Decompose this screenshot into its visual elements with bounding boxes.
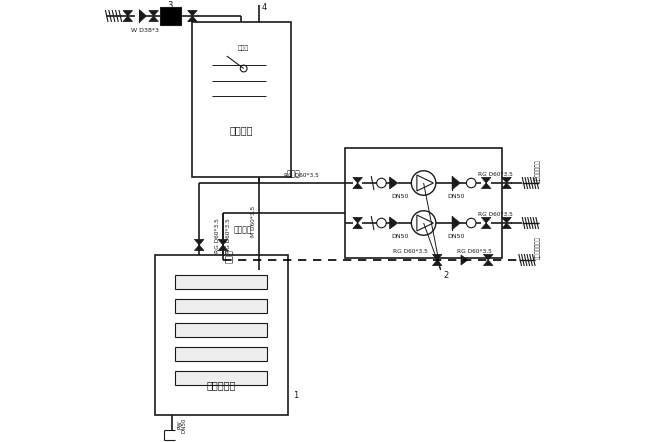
Polygon shape bbox=[482, 217, 491, 223]
Polygon shape bbox=[502, 223, 512, 229]
Text: DN50: DN50 bbox=[448, 194, 465, 199]
Polygon shape bbox=[461, 255, 468, 265]
Polygon shape bbox=[502, 183, 512, 189]
Text: 回水管: 回水管 bbox=[226, 249, 234, 263]
Text: DN50: DN50 bbox=[181, 417, 187, 433]
Polygon shape bbox=[188, 11, 197, 16]
Polygon shape bbox=[123, 11, 133, 16]
Text: RG D60*3.5: RG D60*3.5 bbox=[478, 212, 512, 217]
Text: DN50: DN50 bbox=[391, 194, 408, 199]
Polygon shape bbox=[452, 217, 460, 229]
Text: 出水管: 出水管 bbox=[286, 169, 300, 178]
Polygon shape bbox=[149, 11, 159, 16]
Polygon shape bbox=[218, 240, 227, 245]
Text: 1: 1 bbox=[293, 390, 298, 400]
Bar bbox=[345, 148, 502, 258]
Polygon shape bbox=[389, 217, 398, 229]
Bar bbox=[192, 22, 291, 177]
Polygon shape bbox=[353, 223, 363, 229]
Polygon shape bbox=[482, 177, 491, 183]
Polygon shape bbox=[432, 255, 442, 260]
Polygon shape bbox=[194, 240, 204, 245]
Polygon shape bbox=[502, 177, 512, 183]
Polygon shape bbox=[353, 177, 363, 183]
Polygon shape bbox=[389, 177, 398, 189]
Text: 通大气口: 通大气口 bbox=[234, 225, 252, 235]
Text: 3: 3 bbox=[167, 1, 173, 11]
Text: 4: 4 bbox=[262, 4, 267, 12]
Polygon shape bbox=[194, 245, 204, 251]
Polygon shape bbox=[218, 245, 227, 251]
Polygon shape bbox=[452, 176, 460, 190]
Text: 供热系统供水管: 供热系统供水管 bbox=[535, 236, 541, 259]
Polygon shape bbox=[353, 217, 363, 223]
Polygon shape bbox=[139, 10, 146, 22]
Text: M D60*3.5: M D60*3.5 bbox=[251, 206, 256, 236]
Polygon shape bbox=[482, 183, 491, 189]
Bar bbox=[176, 371, 267, 385]
Polygon shape bbox=[432, 260, 442, 266]
Polygon shape bbox=[188, 16, 197, 22]
Polygon shape bbox=[123, 16, 133, 22]
Text: 2: 2 bbox=[443, 271, 448, 279]
Bar bbox=[176, 347, 267, 361]
Text: 液位阀: 液位阀 bbox=[238, 46, 250, 51]
Text: RG D60*3.5: RG D60*3.5 bbox=[215, 218, 220, 253]
Text: RG D60*3.5: RG D60*3.5 bbox=[478, 172, 512, 177]
Text: 电热水锅炉: 电热水锅炉 bbox=[206, 380, 236, 390]
Bar bbox=[176, 275, 267, 289]
Polygon shape bbox=[484, 255, 493, 260]
Text: DN50: DN50 bbox=[391, 235, 408, 240]
Text: 供热系统供水管: 供热系统供水管 bbox=[535, 160, 541, 183]
Text: PW: PW bbox=[177, 421, 183, 429]
Text: RG D60*3.5: RG D60*3.5 bbox=[285, 173, 319, 178]
Text: DN50: DN50 bbox=[448, 235, 465, 240]
Text: W D38*3: W D38*3 bbox=[131, 27, 159, 33]
Text: RG D60*3.5: RG D60*3.5 bbox=[226, 218, 231, 253]
Text: 膨胀水箱: 膨胀水箱 bbox=[229, 126, 253, 136]
Bar bbox=[176, 299, 267, 313]
Polygon shape bbox=[502, 217, 512, 223]
Text: RG D60*3.5: RG D60*3.5 bbox=[457, 249, 492, 254]
Text: RG D60*3.5: RG D60*3.5 bbox=[393, 249, 428, 254]
Polygon shape bbox=[149, 16, 159, 22]
Polygon shape bbox=[484, 260, 493, 266]
Bar bbox=[176, 323, 267, 337]
Polygon shape bbox=[482, 223, 491, 229]
Bar bbox=[161, 7, 181, 25]
Bar bbox=[155, 255, 287, 415]
Polygon shape bbox=[353, 183, 363, 189]
